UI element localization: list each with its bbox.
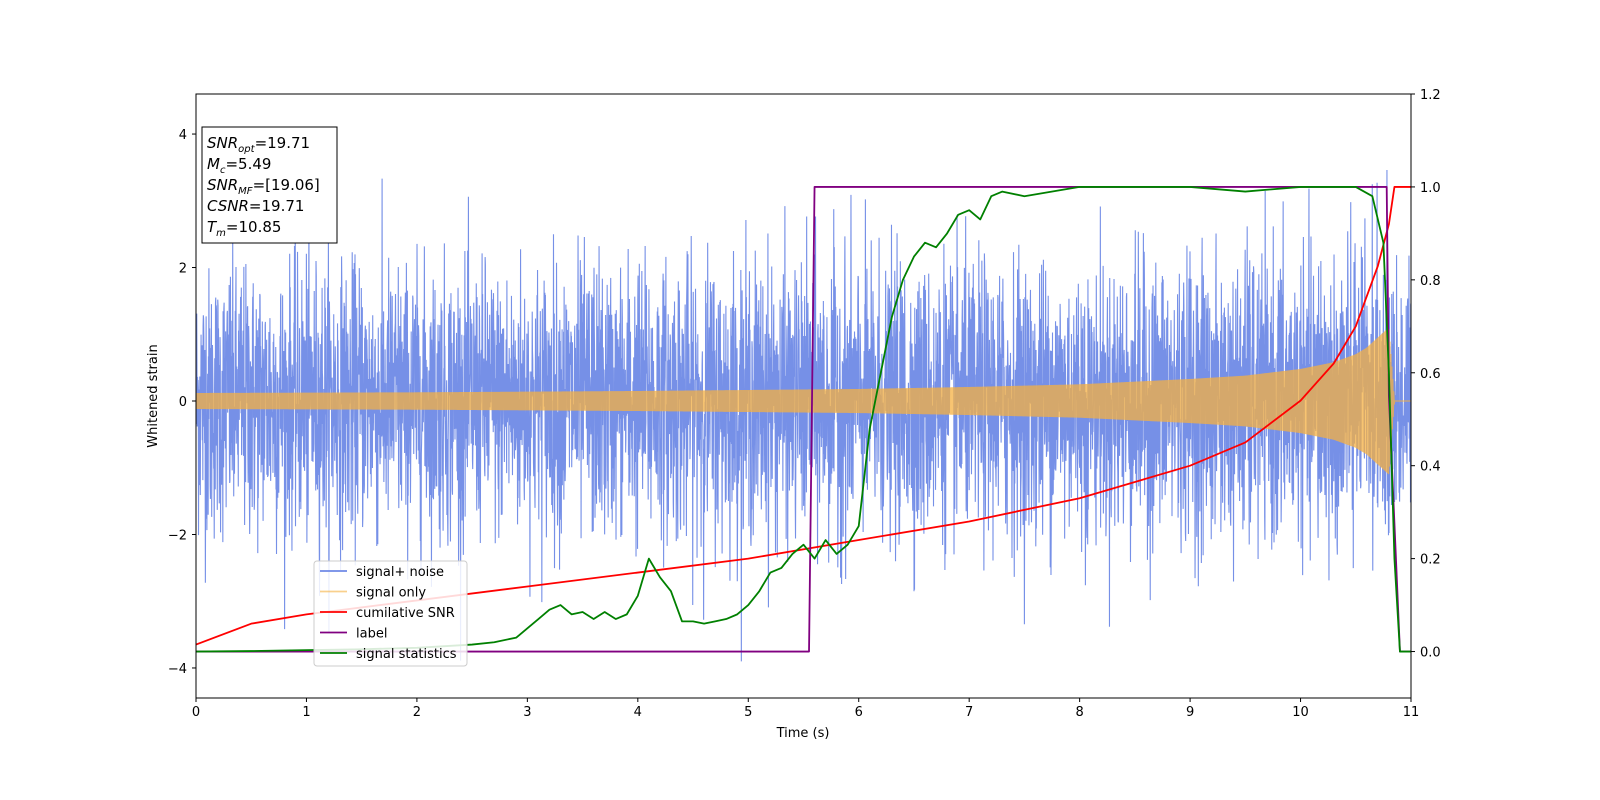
x-tick-label: 10 xyxy=(1292,705,1309,720)
x-tick-label: 7 xyxy=(965,705,973,720)
plot-frame xyxy=(195,93,1412,699)
legend-label-signal-only: signal only xyxy=(356,586,426,601)
info-box-frame xyxy=(201,126,338,244)
x-tick-label: 4 xyxy=(634,705,642,720)
x-tick-label: 1 xyxy=(302,705,310,720)
y-axis-label: Whitened strain xyxy=(146,344,161,447)
axes-ticks: 0 1 2 3 4 5 6 7 8 9 10 11 4 2 0 −2 −4 1.2 1.0 0.8 0.6 0.4 0.2 0… xyxy=(168,88,1441,720)
y-right-tick-label: 0.8 xyxy=(1420,274,1441,289)
x-tick-label: 2 xyxy=(413,705,421,720)
info-box-line: SNRMF=[19.06] xyxy=(207,176,320,197)
series-signal-only-line xyxy=(196,328,1411,475)
info-box-line: SNRopt=19.71 xyxy=(207,134,310,155)
y-left-tick-label: 4 xyxy=(179,128,187,143)
info-box: SNRopt=19.71Mc=5.49SNRMF=[19.06]CSNR=19.… xyxy=(201,126,338,244)
y-right-tick-label: 0.6 xyxy=(1420,367,1441,382)
y-left-tick-label: −2 xyxy=(168,528,187,543)
info-box-line: Tm=10.85 xyxy=(207,218,281,239)
x-tick-label: 9 xyxy=(1186,705,1194,720)
legend-frame xyxy=(313,560,468,667)
y-right-tick-label: 0.0 xyxy=(1420,646,1441,661)
x-tick-label: 0 xyxy=(192,705,200,720)
y-left-tick-label: 2 xyxy=(179,262,187,277)
x-tick-label: 5 xyxy=(744,705,752,720)
info-box-line: Mc=5.49 xyxy=(207,155,271,176)
y-left-tick-label: −4 xyxy=(168,662,187,677)
y-right-tick-label: 0.4 xyxy=(1420,460,1441,475)
x-tick-label: 6 xyxy=(855,705,863,720)
x-tick-label: 3 xyxy=(523,705,531,720)
x-tick-label: 11 xyxy=(1403,705,1420,720)
legend-label-signal-noise: signal+ noise xyxy=(356,565,444,580)
legend: signal+ noise signal only cumilative SNR la… xyxy=(313,560,468,667)
y-right-tick-label: 1.2 xyxy=(1420,88,1441,103)
x-axis-label: Time (s) xyxy=(776,726,830,741)
legend-label-signal-statistics: signal statistics xyxy=(356,647,457,662)
y-right-tick-label: 1.0 xyxy=(1420,181,1441,196)
legend-label-cumilative-snr: cumilative SNR xyxy=(356,606,455,621)
y-left-tick-label: 0 xyxy=(179,395,187,410)
info-box-line: CSNR=19.71 xyxy=(207,197,304,215)
series-signal-noise-line xyxy=(196,169,1411,662)
x-tick-label: 8 xyxy=(1075,705,1083,720)
legend-label-label: label xyxy=(356,627,387,642)
y-right-tick-label: 0.2 xyxy=(1420,553,1441,568)
series-signal-statistics-line xyxy=(196,186,1411,653)
